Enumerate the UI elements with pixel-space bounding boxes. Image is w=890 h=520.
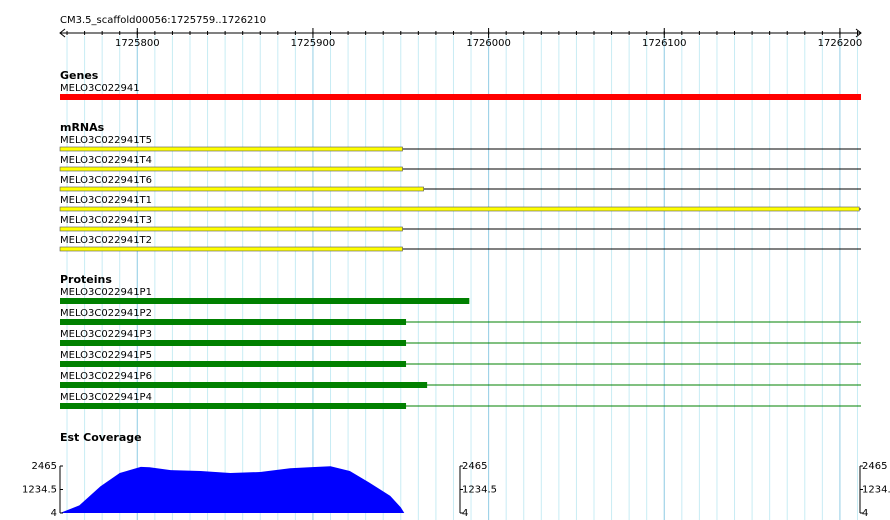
coverage-tick-label: 4 [862,508,868,519]
track-title: Est Coverage [60,431,142,444]
feature-cds [60,382,428,388]
feature-cds [60,298,470,304]
feature-label: MELO3C022941T6 [60,175,152,186]
feature-label: MELO3C022941P1 [60,287,152,298]
feature-label: MELO3C022941T3 [60,215,152,226]
coverage-tick-label: 2465 [32,461,57,472]
feature-label: MELO3C022941T5 [60,135,152,146]
track-title: Genes [60,69,99,82]
feature-label: MELO3C022941P6 [60,371,152,382]
feature-label: MELO3C022941T4 [60,155,152,166]
feature-label: MELO3C022941T2 [60,235,152,246]
feature-label: MELO3C022941P5 [60,350,152,361]
feature-label: MELO3C022941 [60,83,140,94]
feature-label: MELO3C022941T1 [60,195,152,206]
coverage-tick-label: 2465 [462,461,487,472]
ruler-tick-label: 1726000 [466,38,511,49]
gene-bar [60,94,861,100]
feature-cds [60,319,407,325]
feature-cds [60,403,407,409]
coverage-tick-label: 4 [462,508,468,519]
ruler-tick-label: 1726100 [642,38,687,49]
ruler-tick-label: 1725800 [115,38,160,49]
coverage-tick-label: 4 [51,508,57,519]
coverage-tick-label: 1234.5 [462,485,497,496]
feature-cds [59,146,403,152]
coverage-tick-label: 1234.5 [22,485,57,496]
coverage-area [60,466,405,513]
ruler-arrow [59,28,862,38]
ruler-tick-label: 1725900 [291,38,336,49]
feature-cds [59,226,403,232]
track-title: mRNAs [60,121,105,134]
ruler-tick-label: 1726200 [818,38,863,49]
feature-cds [60,361,407,367]
feature-cds [59,186,424,192]
feature-cds [59,166,403,172]
feature-label: MELO3C022941P2 [60,308,152,319]
feature-label: MELO3C022941P3 [60,329,152,340]
landmark: CM3.5_scaffold00056:1725759..1726210 [60,15,266,26]
feature-cds [59,206,860,212]
feature-cds [60,340,407,346]
feature-cds [59,246,403,252]
coverage-tick-label: 1234.5 [862,485,890,496]
coverage-tick-label: 2465 [862,461,887,472]
feature-label: MELO3C022941P4 [60,392,152,403]
track-title: Proteins [60,273,112,286]
